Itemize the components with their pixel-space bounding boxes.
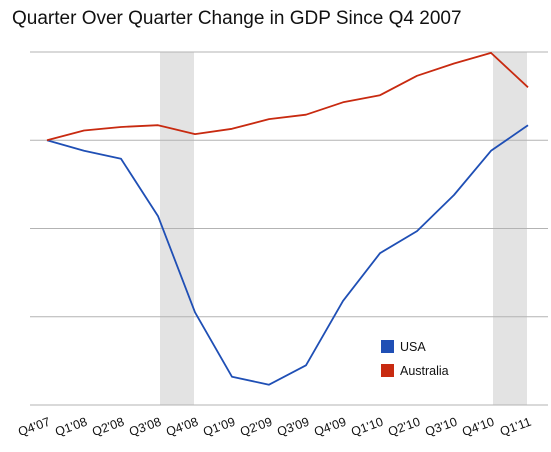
x-tick-label: Q2'10 bbox=[386, 415, 422, 439]
legend-swatch-usa bbox=[381, 340, 394, 353]
series-line-australia bbox=[46, 52, 529, 142]
x-tick-label: Q1'08 bbox=[53, 415, 89, 439]
legend-label-usa: USA bbox=[400, 340, 426, 354]
series-lines bbox=[46, 52, 529, 386]
x-tick-label: Q4'10 bbox=[460, 415, 496, 439]
x-tick-label: Q1'09 bbox=[201, 415, 237, 439]
x-tick-label: Q1'10 bbox=[349, 415, 385, 439]
x-tick-label: Q3'09 bbox=[275, 415, 311, 439]
series-line-usa bbox=[46, 124, 529, 386]
legend: USA Australia bbox=[381, 340, 449, 378]
gridlines bbox=[30, 51, 548, 406]
x-tick-label: Q3'08 bbox=[127, 415, 163, 439]
x-tick-label: Q4'08 bbox=[164, 415, 200, 439]
legend-label-australia: Australia bbox=[400, 364, 449, 378]
legend-swatch-australia bbox=[381, 364, 394, 377]
x-tick-label: Q1'11 bbox=[498, 415, 533, 439]
x-tick-label: Q4'09 bbox=[312, 415, 348, 439]
x-tick-label: Q2'08 bbox=[90, 415, 126, 439]
x-tick-label: Q4'07 bbox=[16, 415, 52, 439]
x-axis-tick-labels: Q4'07 Q1'08 Q2'08 Q3'08 Q4'08 Q1'09 Q2'09 Q3'09… bbox=[16, 415, 533, 439]
x-tick-label: Q3'10 bbox=[423, 415, 459, 439]
x-tick-label: Q2'09 bbox=[238, 415, 274, 439]
chart-title: Quarter Over Quarter Change in GDP Since… bbox=[12, 8, 462, 29]
